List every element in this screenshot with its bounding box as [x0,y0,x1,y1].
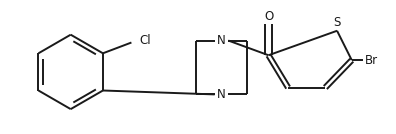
Text: N: N [217,88,226,101]
Text: Cl: Cl [139,34,151,47]
Text: N: N [217,34,226,47]
Text: S: S [333,16,341,29]
Text: Br: Br [364,54,378,67]
Text: O: O [264,10,273,23]
